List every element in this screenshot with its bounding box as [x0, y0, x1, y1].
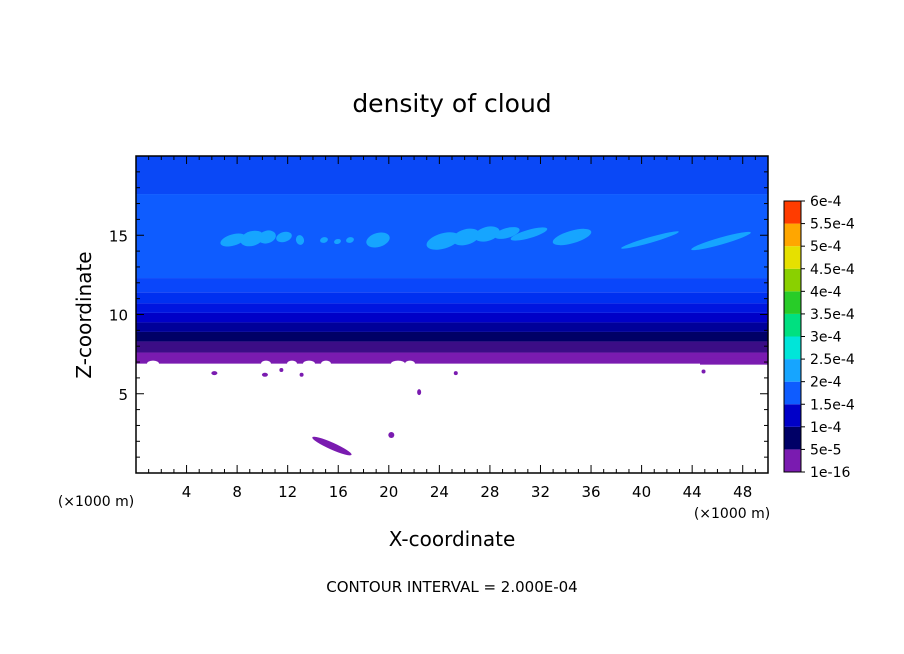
contour-band	[136, 278, 768, 293]
colorbar-label: 5e-5	[810, 442, 841, 458]
contour-band	[136, 156, 768, 195]
contour-band	[136, 303, 768, 313]
colorbar: 1e-16 5e-5 1e-4 1.5e-4 2e-4 2.5e-4 3e-4 3.5e-4 4…	[783, 194, 855, 481]
cloud-patch	[494, 227, 520, 239]
colorbar-swatch	[784, 291, 801, 314]
colorbar-label: 1e-16	[810, 465, 850, 481]
cloud-patch	[474, 226, 500, 242]
x-tick-label: 48	[733, 483, 752, 501]
cloud-patch	[276, 231, 292, 243]
x-tick-label: 28	[480, 483, 499, 501]
cloud-base-gap	[147, 360, 159, 367]
cloud-patch	[417, 389, 422, 396]
colorbar-label: 4.5e-4	[810, 262, 855, 278]
cloud-base-gap	[303, 360, 315, 367]
contour-band	[136, 292, 768, 304]
x-tick-label: 40	[632, 483, 651, 501]
cloud-patch	[388, 431, 395, 438]
cloud-patch	[220, 233, 246, 247]
colorbar-label: 2e-4	[810, 375, 842, 391]
colorbar-swatch	[784, 426, 801, 450]
x-tick-label: 8	[232, 483, 242, 501]
cloud-base-gap	[405, 360, 415, 367]
x-tick-label: 36	[581, 483, 600, 501]
colorbar-label: 5.5e-4	[810, 217, 855, 233]
plot-area	[135, 155, 769, 474]
colorbar-label: 3.5e-4	[810, 307, 855, 323]
y-tick-label: 10	[109, 307, 128, 325]
colorbar-swatch	[784, 313, 801, 337]
colorbar-swatch	[784, 404, 801, 427]
cloud-patch	[453, 371, 458, 376]
cloud-patch	[295, 235, 305, 245]
contour-band	[136, 322, 768, 332]
cloud-patch	[552, 228, 592, 246]
cloud-patch	[621, 231, 679, 249]
x-tick-label: 16	[329, 483, 348, 501]
y-tick-label: 15	[109, 227, 128, 245]
contour-band	[136, 352, 768, 364]
x-unit-label-right: (×1000 m)	[694, 506, 770, 522]
x-tick-label: 20	[379, 483, 398, 501]
cloud-patch	[312, 436, 352, 456]
x-unit-label-left: (×1000 m)	[58, 494, 134, 510]
x-tick-label: 24	[430, 483, 449, 501]
cloud-patch	[691, 231, 751, 251]
cloud-patch	[334, 238, 341, 245]
cloud-base-gap	[321, 360, 331, 367]
colorbar-label: 5e-4	[810, 239, 842, 255]
colorbar-swatch	[784, 359, 801, 382]
cloud-base-gap	[391, 360, 405, 367]
colorbar-swatch	[784, 201, 801, 224]
cloud-patch	[240, 230, 264, 247]
cloud-patch	[299, 372, 304, 377]
colorbar-swatch	[784, 449, 801, 472]
x-tick-label: 4	[182, 483, 192, 501]
cloud-patch	[701, 369, 706, 374]
cloud-base-gap	[287, 360, 297, 367]
x-tick-label: 32	[531, 483, 550, 501]
contour-band	[136, 312, 768, 323]
x-tick-label: 44	[683, 483, 702, 501]
cloud-patch	[211, 371, 218, 376]
cloud-base-segment	[700, 358, 768, 365]
chart-title: density of cloud	[352, 89, 551, 118]
contour-interval-note: CONTOUR INTERVAL = 2.000E-04	[326, 578, 577, 596]
x-tick-label: 12	[278, 483, 297, 501]
colorbar-label: 6e-4	[810, 194, 842, 210]
y-axis-label: Z-coordinate	[72, 251, 96, 378]
colorbar-label: 2.5e-4	[810, 352, 855, 368]
cloud-patch	[261, 372, 268, 377]
cloud-patch	[510, 227, 548, 241]
colorbar-swatch	[784, 381, 801, 405]
cloud-patch	[426, 232, 460, 250]
colorbar-swatch	[784, 246, 801, 269]
contour-band	[136, 331, 768, 342]
colorbar-swatch	[784, 223, 801, 247]
x-axis-label: X-coordinate	[389, 527, 516, 551]
colorbar-label: 1e-4	[810, 420, 842, 436]
colorbar-label: 3e-4	[810, 330, 842, 346]
colorbar-swatch	[784, 268, 801, 292]
cloud-patch	[320, 237, 328, 243]
cloud-patch	[279, 367, 284, 372]
contour-band	[136, 341, 768, 353]
y-tick-label: 5	[118, 386, 128, 404]
cloud-patch	[366, 232, 390, 248]
colorbar-swatch	[784, 336, 801, 360]
cloud-patch	[452, 228, 480, 246]
cloud-patch	[346, 237, 354, 243]
cloud-patch	[258, 230, 276, 244]
cloud-base-gap	[261, 360, 271, 367]
colorbar-label: 1.5e-4	[810, 397, 855, 413]
colorbar-label: 4e-4	[810, 284, 842, 300]
